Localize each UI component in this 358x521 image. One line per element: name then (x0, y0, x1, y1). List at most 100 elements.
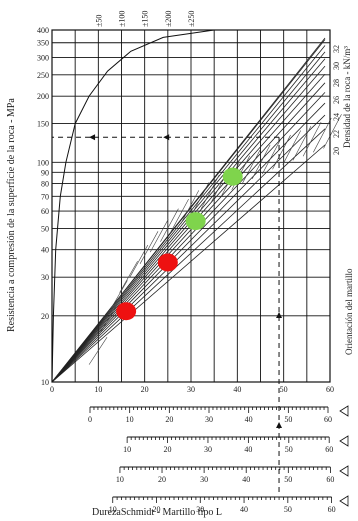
x-tick-label: 30 (187, 385, 195, 394)
hatch-line (272, 134, 291, 170)
x-tick-label: 50 (280, 385, 288, 394)
scale-tick-label: 30 (205, 415, 213, 424)
hammer-orientation-icon (339, 405, 349, 417)
hatch-line (180, 190, 200, 224)
x-tick-label: 10 (94, 385, 102, 394)
plot-frame (51, 29, 331, 383)
data-point (157, 253, 178, 272)
hatch-line (200, 174, 220, 209)
scale-tick-label: 60 (326, 475, 334, 484)
hammer-orientation-icon (339, 465, 349, 477)
density-line (51, 114, 326, 383)
y-tick-label: 60 (41, 207, 49, 216)
hatch-line (323, 114, 342, 149)
data-point (116, 302, 137, 321)
axes (51, 29, 331, 492)
y-tick-label: 100 (37, 158, 49, 167)
scale-tick-label: 10 (126, 415, 134, 424)
data-point (185, 212, 206, 231)
hatch-line (149, 219, 169, 253)
scale-tick-label: 40 (244, 445, 252, 454)
scale-tick-label: 50 (284, 505, 292, 514)
scale-tick-label: 40 (242, 475, 250, 484)
orientation-label: Orientación del martillo (344, 268, 354, 355)
y-tick-label: 200 (37, 92, 49, 101)
scale-tick-label: 10 (123, 445, 131, 454)
y-tick-label: 80 (41, 180, 49, 189)
y-tick-label: 20 (41, 312, 49, 321)
x-tick-label: 40 (233, 385, 241, 394)
density-line (51, 45, 326, 383)
hatch-line (262, 139, 281, 175)
scale-tick-label: 30 (196, 505, 204, 514)
scale-tick-label: 10 (116, 475, 124, 484)
scale-tick-label: 40 (245, 415, 253, 424)
top-label: ±50 (94, 15, 103, 27)
hatch-line (282, 130, 302, 165)
hatch-line (119, 260, 138, 293)
density-tick-label: 24 (332, 113, 341, 121)
y-tick-label: 150 (37, 120, 49, 129)
x-tick-label: 60 (326, 385, 334, 394)
hatch-line (139, 231, 159, 264)
arrow-up-icon (276, 422, 283, 428)
hatch-line (313, 117, 332, 153)
scale-tick-label: 50 (284, 415, 292, 424)
density-tick-label: 20 (332, 147, 341, 155)
hatch-line (99, 304, 118, 335)
y-tick-label: 70 (41, 192, 49, 201)
density-tick-label: 26 (332, 96, 341, 104)
hatch-line (170, 198, 189, 233)
scale-tick-label: 50 (284, 475, 292, 484)
scale-tick-label: 60 (325, 445, 333, 454)
arrow-up-icon (276, 312, 283, 318)
hammer-orientation-icon (339, 495, 349, 507)
scale-tick-label: 40 (240, 505, 248, 514)
y-tick-label: 30 (41, 273, 49, 282)
y-tick-label: 10 (41, 378, 49, 387)
density-line (51, 128, 326, 383)
x-tick-label: 20 (141, 385, 149, 394)
scale-tick-label: 60 (328, 505, 336, 514)
hatch-line (160, 208, 179, 242)
density-tick-label: 22 (332, 130, 341, 138)
data-point (222, 167, 243, 186)
scale-tick-label: 20 (164, 445, 172, 454)
scale-tick-label: 10 (109, 505, 117, 514)
scale-tick-label: 50 (285, 445, 293, 454)
hatch-line (109, 280, 128, 312)
data-points (116, 167, 243, 321)
scale-tick-label: 20 (158, 475, 166, 484)
scale-tick-label: 60 (324, 415, 332, 424)
hatch-line (241, 150, 261, 185)
top-label: ±200 (164, 11, 173, 27)
density-line (51, 82, 326, 383)
density-fan (51, 37, 342, 383)
y-tick-label: 350 (37, 39, 49, 48)
hatch-line (292, 126, 312, 161)
scale-tick-label: 30 (200, 475, 208, 484)
y-tick-label: 50 (41, 224, 49, 233)
hatch-line (88, 336, 108, 365)
upper-curve (51, 29, 215, 383)
density-label: Densidad de la roca - kN/m³ (342, 46, 352, 148)
x-axis-label: DurezaSchmidt - Martillo tipo L (92, 507, 222, 518)
hatch-line (251, 144, 271, 180)
hatch-line (129, 244, 149, 278)
density-tick-label: 30 (332, 62, 341, 70)
y-tick-label: 250 (37, 71, 49, 80)
y-axis-label: Resistencia a compresión de la superfici… (6, 98, 17, 332)
top-label: ±150 (141, 11, 150, 27)
y-tick-label: 40 (41, 246, 49, 255)
scale-tick-label: 0 (88, 415, 92, 424)
hatch-line (190, 182, 210, 217)
arrow-left-icon (163, 134, 170, 141)
scale-tick-label: 20 (153, 505, 161, 514)
scale-tick-label: 20 (165, 415, 173, 424)
top-label: ±250 (187, 11, 196, 27)
y-tick-label: 300 (37, 53, 49, 62)
hatch-line (302, 121, 322, 157)
density-tick-label: 32 (332, 45, 341, 53)
